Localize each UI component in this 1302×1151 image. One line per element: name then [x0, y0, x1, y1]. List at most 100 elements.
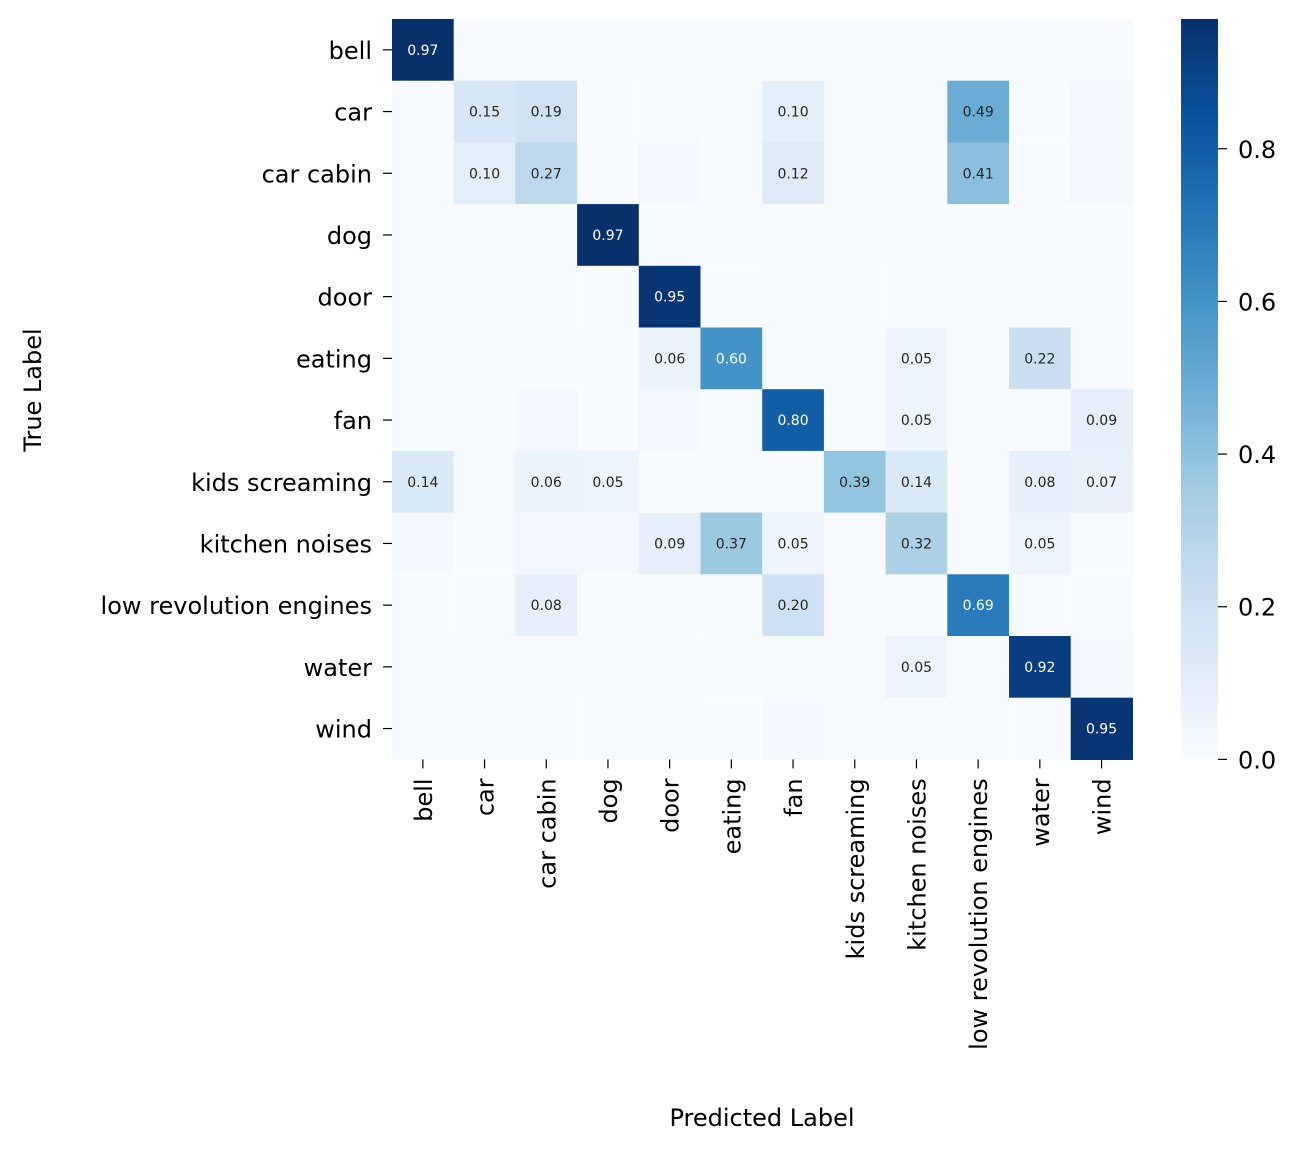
y-tick-label: fan	[334, 407, 372, 435]
heatmap-cell	[1009, 80, 1072, 143]
heatmap-cell	[638, 450, 702, 514]
y-tick-label: bell	[329, 37, 372, 65]
heatmap-cell	[762, 512, 825, 575]
cell-value-label: 0.09	[654, 536, 685, 552]
cell-value-label: 0.27	[531, 166, 562, 182]
heatmap-cell	[638, 574, 702, 637]
cell-value-label: 0.19	[531, 105, 562, 121]
heatmap-cell	[577, 142, 640, 205]
heatmap-cell	[515, 450, 578, 514]
cell-value-label: 0.10	[777, 105, 808, 121]
colorbar-tick-label: 0.0	[1238, 746, 1276, 774]
heatmap-cell	[1009, 19, 1072, 82]
y-axis-title: True Label	[19, 328, 47, 452]
x-tick-label: car	[472, 778, 500, 816]
x-tick-label: door	[657, 778, 685, 833]
heatmap-cell	[577, 636, 640, 699]
heatmap-cell	[823, 389, 887, 452]
cell-value-label: 0.05	[777, 536, 808, 552]
heatmap-cell	[515, 697, 578, 760]
heatmap-cell	[392, 327, 455, 390]
x-tick-label: fan	[780, 778, 808, 816]
heatmap-cell	[453, 697, 516, 760]
heatmap-cell	[885, 512, 948, 575]
heatmap-cell	[392, 19, 455, 82]
heatmap-cell	[453, 204, 516, 267]
heatmap-cell	[577, 697, 640, 760]
heatmap-cell	[1009, 265, 1072, 329]
heatmap-cell	[638, 204, 702, 267]
cell-value-label: 0.09	[1086, 413, 1117, 429]
x-axis: bell car car cabin dog door eating fan kids scr…	[410, 759, 1117, 1050]
cell-value-label: 0.06	[654, 351, 685, 367]
heatmap-cell	[700, 512, 763, 575]
heatmap-cell	[762, 327, 825, 390]
heatmap-cell	[823, 574, 887, 637]
heatmap-cell	[638, 327, 702, 390]
heatmap-cell	[453, 450, 516, 514]
heatmap-cell	[947, 327, 1010, 390]
x-tick-label: bell	[410, 778, 438, 821]
heatmap-cell	[1070, 512, 1133, 575]
heatmap-cell	[947, 450, 1010, 514]
heatmap-cell	[577, 450, 640, 514]
heatmap-cell	[823, 142, 887, 205]
heatmap-cell	[700, 636, 763, 699]
heatmap-cell	[453, 636, 516, 699]
heatmap-cell	[1009, 389, 1072, 452]
heatmap-cell	[1009, 450, 1072, 514]
heatmap-cell	[823, 512, 887, 575]
heatmap-cell	[392, 389, 455, 452]
heatmap-cell	[1009, 574, 1072, 637]
heatmap-cell	[1070, 636, 1133, 699]
cell-value-label: 0.05	[901, 660, 932, 676]
cell-value-label: 0.95	[654, 290, 685, 306]
cell-value-label: 0.05	[592, 475, 623, 491]
heatmap-cell	[1009, 204, 1072, 267]
heatmap-cell	[885, 697, 948, 760]
heatmap-cell	[392, 697, 455, 760]
x-tick-label: water	[1027, 778, 1055, 847]
cell-value-label: 0.92	[1024, 660, 1055, 676]
heatmap-cell	[762, 450, 825, 514]
heatmap-cell	[947, 204, 1010, 267]
colorbar-tick-label: 0.8	[1238, 136, 1276, 164]
cell-value-label: 0.05	[1024, 536, 1055, 552]
heatmap-cell	[392, 80, 455, 143]
heatmap-cell	[762, 204, 825, 267]
colorbar: 0.0 0.2 0.4 0.6 0.8	[1181, 19, 1276, 774]
heatmap-cell	[392, 636, 455, 699]
heatmap-cell	[823, 636, 887, 699]
x-tick-label: dog	[595, 778, 623, 823]
heatmap-cell	[700, 389, 763, 452]
heatmap-cell	[885, 19, 948, 82]
heatmap-cell	[885, 327, 948, 390]
cell-value-label: 0.07	[1086, 475, 1117, 491]
heatmap-cell	[1009, 636, 1072, 699]
heatmap-cell	[823, 327, 887, 390]
heatmap-cell	[577, 19, 640, 82]
heatmap-cell	[392, 450, 455, 514]
cell-value-label: 0.05	[901, 351, 932, 367]
y-tick-label: kitchen noises	[200, 530, 372, 558]
heatmap-cell	[700, 697, 763, 760]
y-tick-label: kids screaming	[191, 469, 372, 497]
heatmap-cell	[515, 142, 578, 205]
heatmap-cell	[823, 19, 887, 82]
heatmap-cell	[1070, 389, 1133, 452]
heatmap-cell	[885, 574, 948, 637]
heatmap-cell	[453, 19, 516, 82]
heatmap-cell	[1070, 80, 1133, 143]
heatmap-cell	[762, 636, 825, 699]
colorbar-gradient	[1181, 19, 1218, 760]
heatmap-cell	[577, 512, 640, 575]
x-tick-label: car cabin	[533, 778, 561, 888]
heatmap-cell	[762, 574, 825, 637]
heatmap-cell	[453, 80, 516, 143]
heatmap-cell	[947, 389, 1010, 452]
y-tick-label: eating	[296, 345, 372, 373]
x-axis-title: Predicted Label	[669, 1104, 854, 1132]
heatmap-cell	[947, 19, 1010, 82]
heatmap-cell	[392, 265, 455, 329]
